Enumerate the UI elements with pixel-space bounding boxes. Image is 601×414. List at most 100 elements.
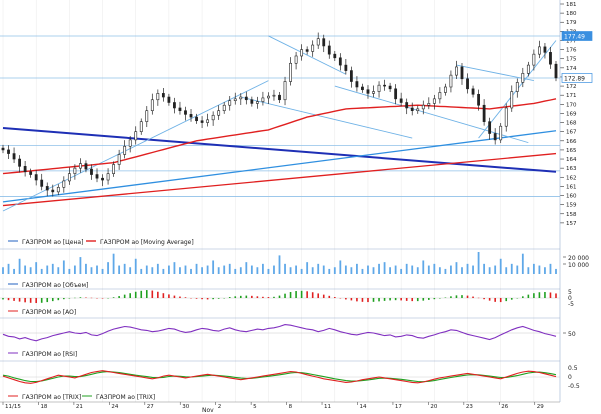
- price-tick-label: 180: [566, 11, 577, 17]
- candle-body: [84, 163, 88, 170]
- candle-body: [1, 147, 5, 151]
- time-tick-label: 11/15: [5, 404, 21, 410]
- candle-body: [322, 38, 326, 47]
- volume-bar: [356, 263, 358, 274]
- candle-body: [272, 94, 276, 97]
- legend-volume-label: ГАЗПРОМ ао [Объем]: [22, 282, 88, 289]
- volume-bar: [134, 258, 137, 274]
- candle-body: [261, 97, 265, 102]
- price-flag-label: 177.49: [564, 34, 585, 41]
- volume-bar: [472, 265, 474, 274]
- candle-body: [421, 104, 425, 110]
- trendline: [268, 35, 347, 75]
- candle-body: [156, 93, 160, 101]
- ao-bar: [372, 298, 375, 302]
- candle-body: [466, 78, 469, 90]
- rsi-tick-label: 50: [568, 331, 576, 338]
- price-tick-label: 174: [566, 66, 577, 72]
- price-tick-label: 170: [566, 102, 577, 108]
- ao-bar: [428, 298, 430, 300]
- legend-ao-label: ГАЗПРОМ ао [AO]: [22, 309, 76, 316]
- candle-body: [499, 125, 503, 141]
- volume-bar: [51, 263, 54, 274]
- volume-bar: [212, 260, 215, 274]
- volume-bar: [532, 263, 535, 274]
- ao-bar: [234, 296, 237, 298]
- candle-body: [67, 173, 71, 182]
- volume-bar: [234, 268, 237, 274]
- ao-bar: [256, 296, 259, 298]
- volume-bar: [372, 267, 375, 274]
- candle-body: [244, 96, 248, 101]
- volume-bar: [18, 258, 21, 274]
- ao-bar: [483, 298, 485, 300]
- candle-body: [482, 104, 486, 122]
- time-tick-label: 30: [182, 404, 189, 410]
- candle-body: [443, 86, 447, 93]
- candle-body: [278, 94, 281, 101]
- ao-bar: [151, 290, 154, 298]
- legend-ma-label: ГАЗПРОМ ао [Moving Average]: [100, 239, 194, 246]
- candle-body: [510, 91, 514, 109]
- volume-bar: [538, 265, 541, 274]
- ao-bar: [145, 290, 148, 298]
- candle-body: [372, 91, 375, 94]
- candle-body: [161, 93, 165, 98]
- ao-bar: [455, 295, 458, 298]
- ao-bar: [356, 298, 358, 302]
- ao-bar: [228, 297, 231, 298]
- trix-tick-label: 0: [568, 374, 572, 381]
- candle-body: [349, 70, 353, 82]
- price-trendlines: [2, 35, 557, 212]
- volume-bar: [488, 267, 491, 274]
- ao-panel: 5 0 -5 ГАЗПРОМ ао [AO]: [0, 288, 574, 316]
- candle-body: [399, 98, 403, 103]
- ao-bar: [35, 298, 37, 304]
- ao-bar: [306, 291, 308, 298]
- volume-bar: [389, 267, 391, 274]
- ao-bar: [29, 298, 32, 303]
- candle-body: [250, 99, 254, 104]
- volume-bar: [455, 262, 458, 274]
- time-axis-labels: 11/15 18 21 24 27 30 2 5 8 11 14 17 20 23 26 29: [2, 402, 544, 410]
- ao-tick-label: 0: [568, 295, 572, 302]
- volume-bar: [162, 268, 165, 274]
- ao-bar: [40, 298, 43, 303]
- candle-body: [134, 131, 138, 141]
- volume-bar: [79, 257, 82, 274]
- ao-bar: [422, 298, 425, 301]
- volume-bar: [300, 268, 303, 274]
- price-tick-label: 167: [566, 130, 577, 136]
- candle-body: [195, 116, 198, 122]
- volume-bar: [250, 265, 253, 274]
- volume-bar: [494, 265, 497, 274]
- price-tick-label: 162: [566, 175, 577, 181]
- candle-body: [106, 173, 110, 181]
- candle-body: [228, 100, 232, 106]
- ao-bar: [544, 292, 546, 298]
- volume-bar: [118, 265, 121, 274]
- volume-bar: [140, 268, 143, 274]
- ao-bar: [450, 296, 452, 298]
- volume-bar: [427, 265, 430, 274]
- volume-bar: [129, 267, 132, 274]
- candle-body: [200, 120, 204, 123]
- candle-body: [416, 108, 420, 112]
- candle-body: [255, 101, 259, 104]
- ao-bar: [134, 291, 137, 298]
- trix-axis: 0.5 0 -0.5: [568, 365, 580, 390]
- candle-body: [327, 45, 331, 55]
- volume-bar: [311, 267, 314, 274]
- time-tick-label: 5: [253, 404, 257, 410]
- ao-bar: [538, 292, 541, 298]
- ao-bar: [311, 292, 314, 298]
- candle-body: [128, 139, 132, 147]
- ao-bar: [7, 298, 10, 301]
- candle-body: [427, 103, 431, 106]
- candle-body: [217, 110, 221, 116]
- trix-panel: 0.5 0 -0.5 ГАЗПРОМ ао [TRIX] ГАЗПРОМ ао …: [0, 360, 580, 401]
- candle-body: [34, 174, 38, 181]
- ao-bar: [411, 298, 414, 302]
- ao-bar: [334, 297, 336, 298]
- candle-body: [150, 99, 154, 112]
